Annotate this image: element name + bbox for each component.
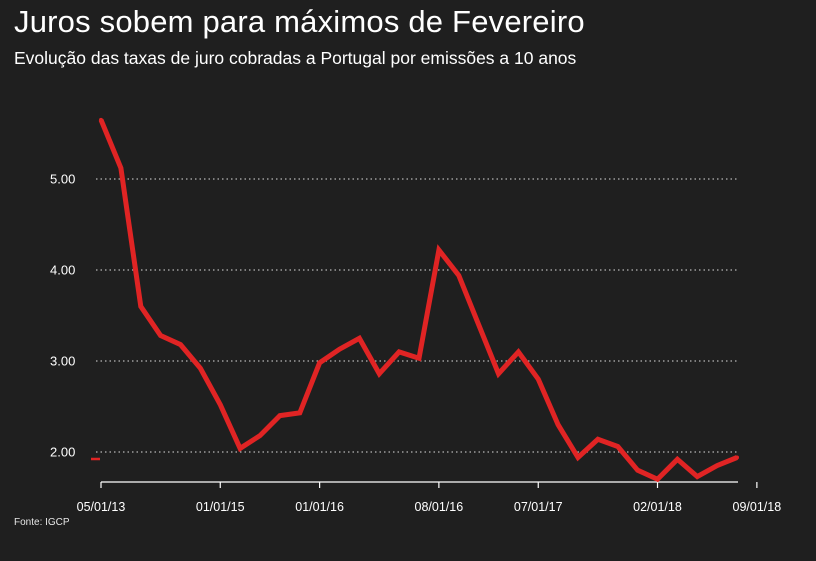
data-point [178, 342, 183, 347]
x-tick-label: 02/01/18 [633, 500, 682, 514]
data-point [655, 477, 660, 482]
x-axis: 05/01/13 01/01/15 01/01/16 08/01/16 07/01/17… [77, 481, 782, 514]
data-point [99, 117, 103, 122]
data-point [377, 371, 382, 376]
data-point [635, 468, 640, 473]
data-point [297, 410, 302, 415]
data-point [516, 349, 521, 354]
data-point [337, 347, 342, 352]
data-point [357, 336, 362, 341]
data-point [576, 455, 580, 460]
data-point [397, 349, 402, 354]
data-point [218, 402, 223, 407]
x-tick-label: 08/01/16 [415, 500, 464, 514]
series-line [98, 118, 738, 483]
source-note: Fonte: IGCP [14, 517, 70, 528]
data-point [436, 247, 441, 252]
y-tick-label: 5.00 [50, 172, 75, 187]
data-point [595, 437, 600, 442]
x-tick-label: 09/01/18 [733, 500, 782, 514]
x-tick-label: 05/01/13 [77, 500, 126, 514]
data-point [138, 304, 143, 309]
data-point [277, 413, 282, 418]
data-point [258, 433, 262, 438]
data-point [536, 377, 541, 382]
y-tick-label: 2.00 [50, 445, 75, 460]
data-point [556, 422, 561, 427]
data-point [615, 444, 620, 449]
chart-subtitle: Evolução das taxas de juro cobradas a Po… [14, 48, 577, 68]
data-point [476, 322, 481, 327]
data-point [158, 333, 163, 338]
x-tick-label: 01/01/16 [295, 500, 344, 514]
y-axis-labels: 2.00 3.00 4.00 5.00 [50, 172, 100, 461]
data-point [675, 457, 680, 462]
x-tick-label: 01/01/15 [196, 500, 245, 514]
data-point [735, 455, 739, 460]
x-tick-label: 07/01/17 [514, 500, 563, 514]
series-layer [98, 117, 739, 483]
data-point [417, 356, 421, 361]
data-point [198, 366, 203, 371]
data-point [695, 474, 700, 479]
chart-title: Juros sobem para máximos de Fevereiro [14, 4, 585, 39]
gridlines [96, 178, 738, 453]
y-tick-label: 4.00 [50, 263, 75, 278]
data-point [118, 166, 123, 171]
data-point [456, 273, 461, 278]
data-point [715, 463, 720, 468]
data-point [317, 360, 322, 365]
data-point [238, 446, 243, 451]
y-tick-label: 3.00 [50, 354, 75, 369]
data-point [496, 371, 501, 376]
